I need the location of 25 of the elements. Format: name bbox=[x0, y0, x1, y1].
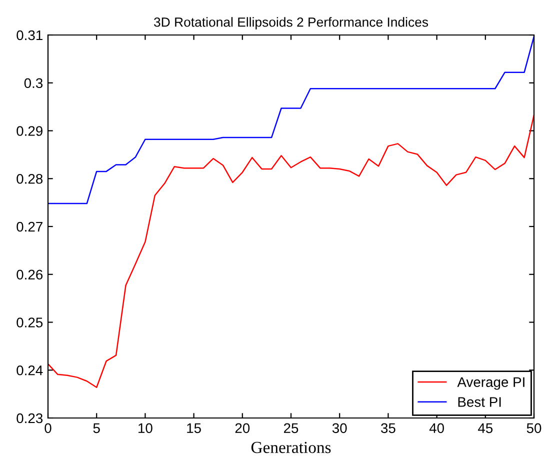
y-tick-label: 0.29 bbox=[16, 126, 42, 136]
y-tick-label: 0.28 bbox=[16, 174, 43, 184]
x-tick-label: 5 bbox=[93, 423, 100, 434]
y-tick-label: 0.3 bbox=[24, 78, 43, 88]
x-tick-label: 15 bbox=[187, 423, 201, 434]
x-tick-label: 20 bbox=[235, 423, 250, 434]
x-tick-label: 10 bbox=[138, 423, 152, 434]
legend-label: Best PI bbox=[458, 397, 501, 407]
chart-title: 3D Rotational Ellipsoids 2 Performance Indices bbox=[154, 17, 428, 30]
x-tick-label: 25 bbox=[284, 423, 298, 434]
legend-label: Average PI bbox=[457, 377, 524, 390]
y-tick-label: 0.27 bbox=[16, 222, 42, 232]
x-tick-label: 30 bbox=[332, 423, 347, 434]
y-tick-label: 0.31 bbox=[16, 30, 42, 40]
x-tick-label: 45 bbox=[478, 423, 493, 434]
x-tick-label: 35 bbox=[381, 423, 396, 434]
y-tick-label: 0.26 bbox=[16, 270, 43, 280]
line-series bbox=[48, 114, 534, 388]
y-tick-label: 0.23 bbox=[16, 413, 43, 424]
y-tick-label: 0.25 bbox=[16, 318, 43, 328]
x-tick-label: 50 bbox=[526, 423, 542, 434]
x-axis-title: Generations bbox=[251, 442, 331, 454]
y-tick-label: 0.24 bbox=[16, 365, 43, 376]
x-tick-label: 40 bbox=[429, 423, 444, 434]
x-tick-label: 0 bbox=[44, 423, 52, 434]
